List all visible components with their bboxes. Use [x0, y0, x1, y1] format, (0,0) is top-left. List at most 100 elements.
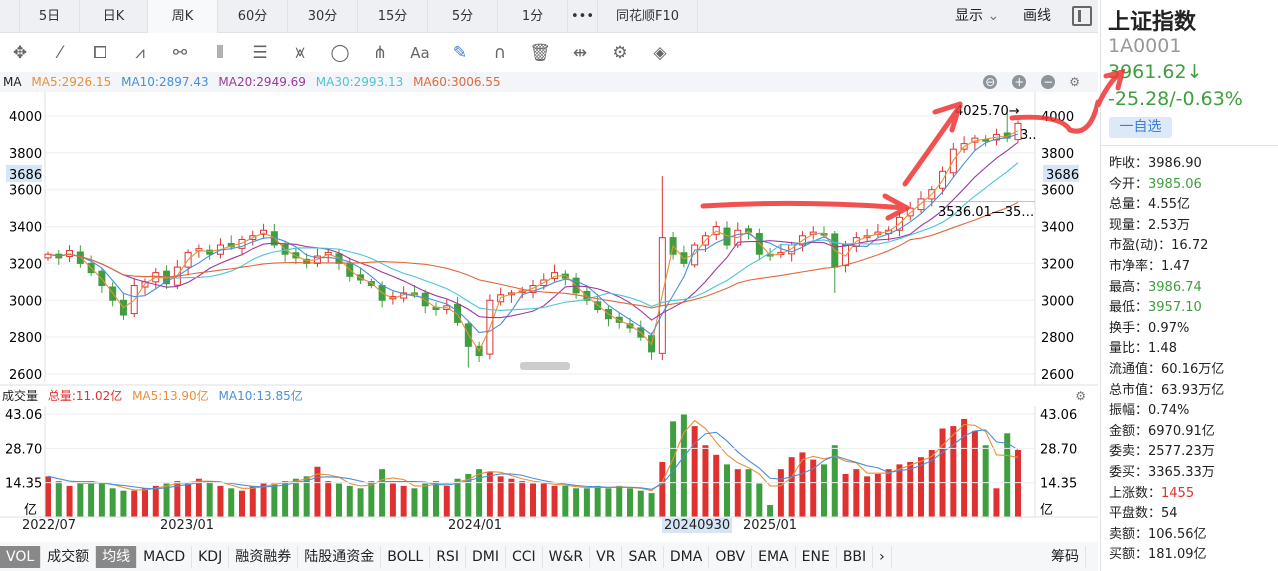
- display-menu[interactable]: 显示 ⌄: [955, 0, 999, 33]
- volume-bar: [185, 483, 192, 517]
- tab-7[interactable]: 1分: [498, 0, 568, 33]
- stat-value: 2577.23万: [1148, 444, 1215, 460]
- draw-line-button[interactable]: 画线: [1023, 8, 1051, 24]
- indicator-tab-16[interactable]: EMA: [752, 545, 796, 568]
- candle-body: [626, 323, 634, 329]
- move-icon[interactable]: ✥: [12, 43, 28, 63]
- indicator-tab-11[interactable]: W&R: [543, 545, 591, 568]
- candle-body: [745, 228, 753, 233]
- volume-bar: [982, 445, 989, 517]
- zoom-out-icon[interactable]: −: [1041, 75, 1056, 89]
- volume-bar: [465, 473, 472, 517]
- fan-icon[interactable]: ⩘: [135, 43, 145, 63]
- indicator-tab-0[interactable]: VOL: [0, 545, 42, 568]
- volume-bar: [616, 485, 623, 517]
- wave-icon[interactable]: ⩙: [295, 43, 305, 63]
- indicator-tab-15[interactable]: OBV: [709, 545, 753, 568]
- date-label: 2024/01: [448, 518, 503, 533]
- line-icon[interactable]: ⁄: [58, 43, 62, 63]
- tab-6[interactable]: 5分: [428, 0, 498, 33]
- stat-value: 2.53万: [1148, 217, 1190, 233]
- tab-3[interactable]: 60分: [218, 0, 288, 33]
- collapse-icon[interactable]: ⊖: [983, 75, 998, 89]
- rectangle-icon[interactable]: ⧠: [93, 43, 107, 63]
- tab-2[interactable]: 周K: [148, 0, 218, 33]
- quote-panel: 上证指数 1A0001 3961.62↓ -25.28/-0.63% 一自选 昨…: [1100, 0, 1278, 571]
- indicator-tab-6[interactable]: 陆股通资金: [298, 545, 382, 568]
- ma60-line: [47, 201, 1019, 309]
- tab-9[interactable]: 同花顺F10: [598, 0, 698, 33]
- volume-bar: [670, 421, 677, 517]
- tab-8[interactable]: •••: [568, 0, 598, 33]
- stat-row: 量比：1.48: [1109, 337, 1177, 356]
- tab-1[interactable]: 日K: [80, 0, 148, 33]
- volume-bar: [745, 469, 752, 517]
- volume-bar: [885, 469, 892, 517]
- indicator-tab-13[interactable]: SAR: [622, 545, 664, 568]
- volume-bar: [950, 426, 957, 517]
- panel-toggle-icon[interactable]: [1072, 6, 1092, 26]
- indicator-tab-4[interactable]: KDJ: [192, 545, 230, 568]
- volume-bar: [228, 488, 235, 517]
- volume-bar: [788, 457, 795, 517]
- ma5-line: [47, 130, 1019, 353]
- stat-value: 0.97%: [1148, 320, 1190, 336]
- kline-chart[interactable]: 4000 4000 3800 3800 3600 3600 3400 3400 3200 3200…: [0, 92, 1098, 542]
- stat-value: 181.09亿: [1148, 547, 1207, 563]
- add-watchlist-button[interactable]: 一自选: [1109, 117, 1172, 138]
- tab-5[interactable]: 15分: [358, 0, 428, 33]
- volume-bar: [842, 473, 849, 517]
- zoom-in-icon[interactable]: +: [1012, 75, 1027, 89]
- indicator-tab-9[interactable]: DMI: [466, 545, 506, 568]
- settings-icon[interactable]: ⚙: [612, 43, 628, 63]
- circle-icon[interactable]: ◯: [330, 43, 350, 63]
- volume-unit-left: 亿: [24, 503, 37, 518]
- gann-icon[interactable]: ☰: [252, 43, 268, 63]
- stat-label: 最低：: [1109, 300, 1149, 316]
- indicator-tab-10[interactable]: CCI: [506, 545, 543, 568]
- indicator-tab-5[interactable]: 融资融券: [229, 545, 299, 568]
- indicator-tab-1[interactable]: 成交额: [41, 545, 97, 568]
- candle-body: [615, 316, 623, 323]
- ma5-value: MA5:2926.15: [31, 75, 112, 89]
- volume-bar: [896, 464, 903, 517]
- trash-icon[interactable]: 🗑: [529, 43, 551, 63]
- volume-bar: [767, 505, 774, 517]
- vertical-lines-icon[interactable]: ⦀: [216, 43, 224, 63]
- split-icon[interactable]: ⇹: [572, 43, 588, 63]
- ma-legend: MA MA5:2926.15 MA10:2897.43 MA20:2949.69…: [0, 72, 1098, 92]
- pen-icon[interactable]: ✎: [452, 43, 468, 63]
- pitchfork-icon[interactable]: ⋔: [372, 43, 388, 63]
- stat-row: 市净率：1.47: [1109, 255, 1190, 274]
- layers-icon[interactable]: ◈: [653, 43, 667, 63]
- indicator-tab-2[interactable]: 均线: [96, 545, 138, 568]
- volume-bar: [594, 485, 601, 517]
- candle-body: [906, 207, 914, 217]
- indicator-tab-12[interactable]: VR: [590, 545, 623, 568]
- tab-4[interactable]: 30分: [288, 0, 358, 33]
- more-indicators-icon[interactable]: ›: [873, 545, 892, 568]
- text-icon[interactable]: Aa: [410, 44, 430, 62]
- hand-drawn-arrow: [902, 101, 963, 187]
- tab-0[interactable]: 5日: [20, 0, 80, 33]
- indicator-tab-3[interactable]: MACD: [137, 545, 193, 568]
- indicator-tab-14[interactable]: DMA: [664, 545, 710, 568]
- volume-bar: [163, 483, 170, 517]
- volume-bar: [422, 483, 429, 517]
- indicator-tab-7[interactable]: BOLL: [381, 545, 431, 568]
- stat-value: 54: [1161, 506, 1178, 522]
- settings-icon[interactable]: ⚙: [1069, 75, 1080, 89]
- channel-icon[interactable]: ⚯: [172, 43, 188, 63]
- candle-body: [712, 226, 720, 235]
- indicator-tab-17[interactable]: ENE: [796, 545, 837, 568]
- indicator-tab-18[interactable]: BBI: [837, 545, 874, 568]
- chips-button[interactable]: 筹码: [1045, 545, 1086, 568]
- stat-value: 63.93万亿: [1161, 382, 1225, 398]
- sidebar-toggle[interactable]: [0, 0, 20, 33]
- volume-bar: [993, 488, 1000, 517]
- volume-bar: [303, 476, 310, 517]
- volume-bar: [831, 445, 838, 517]
- magnet-icon[interactable]: ∩: [493, 43, 507, 63]
- indicator-tab-8[interactable]: RSI: [430, 545, 466, 568]
- settings-icon[interactable]: ⚙: [1075, 389, 1086, 403]
